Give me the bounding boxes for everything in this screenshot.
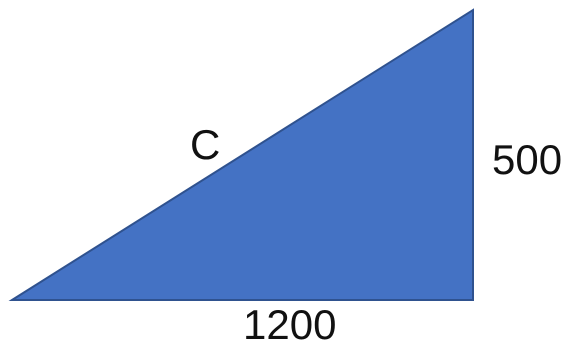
height-label: 500 — [492, 136, 562, 183]
base-label: 1200 — [243, 301, 336, 345]
hypotenuse-label: C — [190, 121, 220, 168]
right-triangle — [8, 8, 474, 301]
